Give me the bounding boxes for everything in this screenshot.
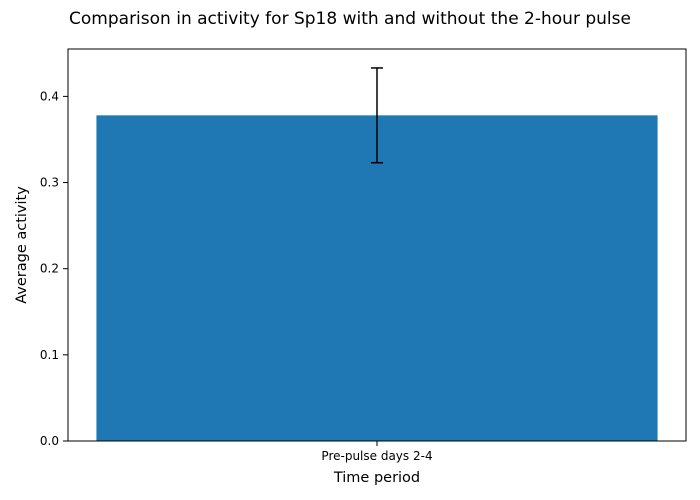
y-axis-label: Average activity — [14, 186, 30, 304]
x-tick-label: Pre-pulse days 2-4 — [321, 449, 432, 463]
x-axis-label: Time period — [333, 470, 420, 486]
plot-area: Pre-pulse days 2-4 0.0 0.1 0.2 0.3 0.4 — [40, 48, 687, 463]
y-tick-label: 0.1 — [40, 348, 59, 362]
bar — [96, 115, 658, 441]
y-tick-label: 0.3 — [40, 176, 59, 190]
chart-title: Comparison in activity for Sp18 with and… — [69, 9, 631, 29]
axes-frame — [67, 48, 687, 442]
y-tick-label: 0.4 — [40, 89, 59, 103]
y-tick-label: 0.2 — [40, 262, 59, 276]
y-tick-label: 0.0 — [40, 434, 59, 448]
